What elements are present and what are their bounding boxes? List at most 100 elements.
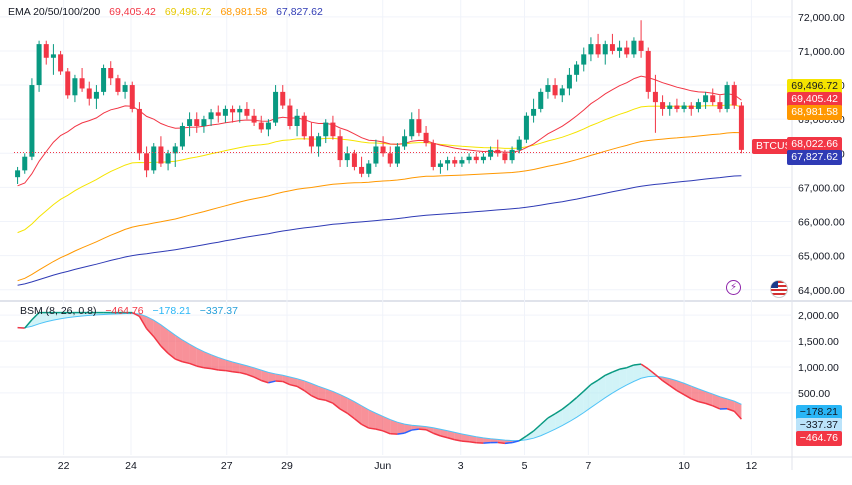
candle-body	[36, 44, 42, 86]
bsm-line-seg	[726, 408, 735, 412]
bsm-line-seg	[418, 428, 427, 431]
bsm-fill	[175, 335, 183, 362]
bsm-fill	[354, 401, 362, 425]
bsm-line-seg	[174, 358, 183, 363]
candle-body	[237, 108, 243, 113]
bsm-fill	[39, 312, 47, 324]
xtick-label: 27	[221, 460, 233, 472]
bsm-line-seg	[483, 441, 491, 444]
candle-body	[179, 126, 185, 147]
bsm-fill	[182, 339, 190, 364]
candle-body	[609, 44, 615, 51]
candle-body	[488, 149, 494, 157]
bsm-line-seg	[339, 408, 348, 414]
ema-label: EMA 20/50/100/200	[8, 6, 101, 18]
candle-body	[509, 149, 515, 161]
candle-body	[337, 136, 343, 161]
bsm-line-seg	[311, 395, 319, 400]
osc-label-1: −337.37	[795, 418, 842, 433]
bsm-fill	[390, 419, 398, 435]
bsm-line-seg	[518, 435, 527, 442]
candle-body	[194, 119, 200, 126]
us-flag-icon[interactable]	[770, 280, 788, 298]
bsm-line-seg	[404, 429, 413, 434]
candle-body	[631, 40, 637, 55]
candle-body	[72, 78, 78, 96]
xtick-label: Jun	[374, 460, 391, 472]
candle-body	[559, 88, 565, 96]
bsm-line-seg	[561, 403, 570, 410]
bsm-line-seg	[375, 428, 384, 432]
bsm-line-seg	[590, 379, 599, 386]
candle-body	[738, 105, 744, 150]
bsm-fill	[53, 312, 61, 321]
candle-body	[731, 85, 737, 106]
bsm-line-seg	[253, 376, 262, 382]
candle-body	[222, 108, 228, 116]
bsm-line-seg	[303, 389, 312, 397]
bsm-fill	[727, 398, 735, 412]
bsm-fill	[347, 397, 355, 419]
bsm-line-seg	[733, 410, 742, 420]
lightning-icon[interactable]: ⚡	[726, 280, 741, 295]
candle-body	[58, 54, 64, 72]
bsm-fill	[454, 432, 462, 442]
bsm-fill	[211, 354, 219, 370]
bsm-line-seg	[261, 379, 269, 384]
bsm-line-seg	[669, 385, 678, 392]
bsm-line-seg	[218, 369, 226, 372]
bsm-fill	[153, 320, 161, 347]
bsm-line-seg	[698, 400, 706, 405]
candle-body	[258, 122, 264, 130]
bsm-fill	[325, 388, 333, 404]
bsm-line-seg	[604, 371, 613, 376]
candle-body	[351, 153, 357, 167]
bsm-line-seg	[597, 374, 606, 381]
bsm-fill	[461, 433, 470, 442]
bsm-line-seg	[353, 418, 363, 425]
xtick-label: 3	[458, 460, 464, 472]
price-label-2: 68,981.58	[787, 105, 842, 120]
bsm-fill	[569, 397, 577, 422]
bsm-line-seg	[325, 399, 334, 404]
bsm-line-seg	[196, 365, 205, 369]
xtick-label: 5	[522, 460, 528, 472]
bsm-line-seg	[153, 336, 162, 347]
candle-body	[79, 78, 85, 89]
main-ytick-label: 66,000.00	[798, 217, 845, 229]
bsm-fill	[67, 312, 75, 318]
bsm-fill	[633, 364, 642, 382]
bsm-fill	[540, 418, 548, 436]
bsm-fill	[619, 367, 627, 389]
bsm-fill	[297, 378, 305, 391]
bsm-line-seg	[425, 429, 434, 434]
bsm-line-seg	[232, 371, 240, 374]
bsm-line-seg	[146, 328, 155, 338]
bsm-fill	[304, 380, 312, 396]
bsm-line-seg	[568, 397, 578, 405]
bsm-line-seg	[712, 405, 721, 410]
bsm-fill	[605, 372, 613, 398]
candle-body	[394, 146, 400, 164]
candle-body	[129, 85, 135, 109]
bsm-line-seg	[440, 435, 448, 439]
bsm-value-1: −464.76	[105, 305, 144, 317]
bsm-line-seg	[31, 312, 40, 321]
bsm-fill	[282, 375, 290, 385]
bsm-line-seg	[368, 427, 377, 430]
bsm-line-seg	[690, 398, 699, 403]
bsm-fill	[225, 359, 233, 372]
candle-body	[50, 54, 56, 58]
candle-body	[136, 108, 142, 154]
price-label-3: 68,022.66	[787, 137, 842, 152]
candle-body	[165, 153, 171, 164]
candle-body	[552, 85, 558, 96]
bsm-line-seg	[497, 441, 505, 445]
bsm-fill	[598, 375, 606, 403]
candle-body	[65, 71, 71, 96]
bsm-fill	[383, 416, 391, 434]
candle-body	[359, 166, 365, 174]
candle-body	[373, 146, 379, 164]
candle-body	[602, 44, 608, 55]
